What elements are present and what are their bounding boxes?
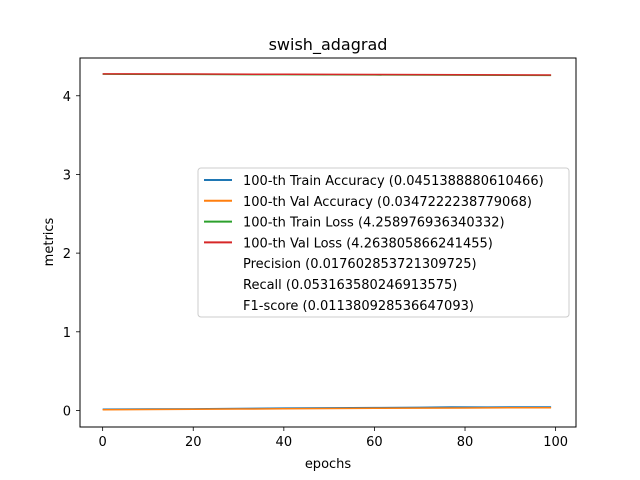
x-tick-label: 100 xyxy=(543,435,568,450)
legend: 100-th Train Accuracy (0.045138888061046… xyxy=(197,167,570,318)
series-line-3 xyxy=(102,73,552,76)
series-line-1 xyxy=(102,406,552,411)
y-tick-label: 4 xyxy=(63,90,71,105)
y-tick-label: 1 xyxy=(63,326,71,341)
plot-lines xyxy=(102,73,552,411)
legend-label-4: Precision (0.017602853721309725) xyxy=(243,257,477,272)
legend-label-5: Recall (0.053163580246913575) xyxy=(243,278,457,293)
y-tick-label: 3 xyxy=(63,168,71,183)
legend-label-1: 100-th Val Accuracy (0.0347222238779068) xyxy=(243,195,532,210)
chart-title: swish_adagrad xyxy=(269,35,388,55)
y-axis-ticks: 0 1 2 3 4 xyxy=(63,90,80,419)
x-tick-label: 60 xyxy=(366,435,383,450)
y-tick-label: 0 xyxy=(63,404,71,419)
plot-frame xyxy=(79,57,577,428)
legend-box xyxy=(197,167,570,318)
legend-label-0: 100-th Train Accuracy (0.045138888061046… xyxy=(243,174,544,189)
legend-label-6: F1-score (0.011380928536647093) xyxy=(243,299,474,314)
x-tick-label: 20 xyxy=(185,435,202,450)
x-axis-label: epochs xyxy=(305,457,352,472)
y-tick-label: 2 xyxy=(63,247,71,262)
legend-label-3: 100-th Val Loss (4.263805866241455) xyxy=(243,236,493,251)
x-tick-label: 40 xyxy=(276,435,293,450)
x-axis-ticks: 0 20 40 60 80 100 xyxy=(99,427,568,450)
x-tick-label: 80 xyxy=(457,435,474,450)
x-tick-label: 0 xyxy=(99,435,107,450)
legend-label-2: 100-th Train Loss (4.258976936340332) xyxy=(243,216,505,231)
y-axis-label: metrics xyxy=(42,217,57,266)
